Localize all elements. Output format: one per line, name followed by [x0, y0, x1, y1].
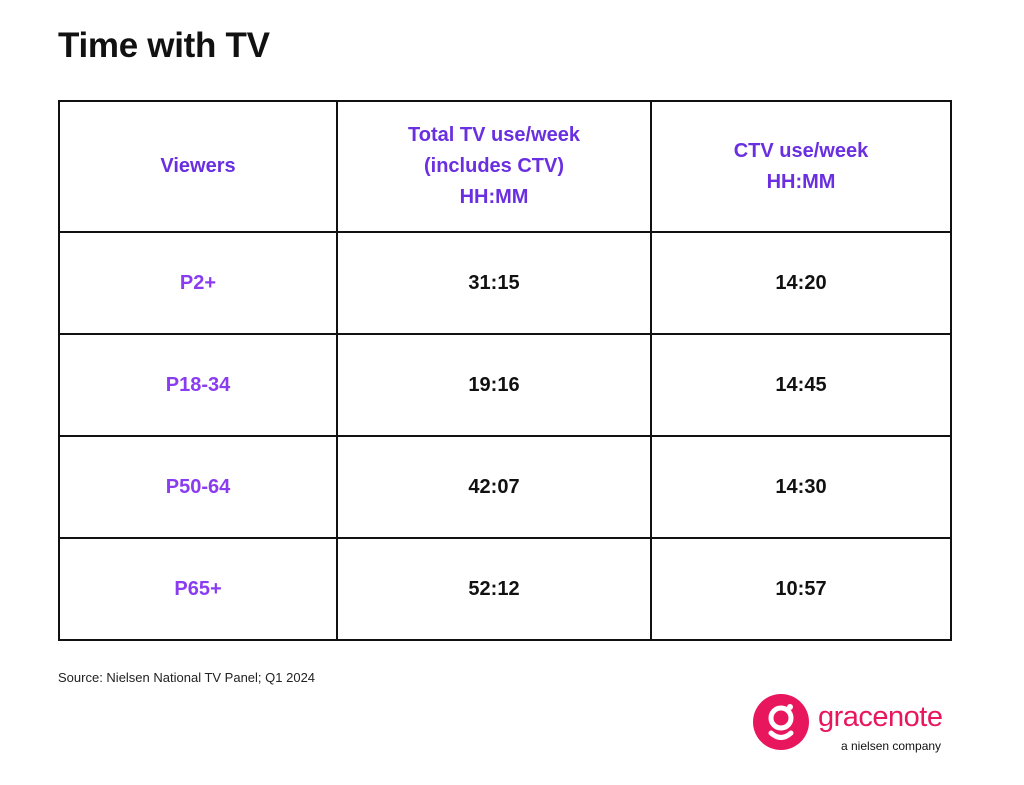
table-row: P2+ 31:15 14:20	[58, 231, 952, 335]
total-tv-cell: 52:12	[336, 537, 652, 641]
ctv-cell: 14:20	[650, 231, 952, 335]
header-total-tv-use: Total TV use/week (includes CTV) HH:MM	[336, 100, 652, 233]
table-header-row: Viewers Total TV use/week (includes CTV)…	[58, 100, 952, 233]
table-row: P18-34 19:16 14:45	[58, 333, 952, 437]
gracenote-logo: gracenote a nielsen company	[752, 693, 952, 757]
time-with-tv-table: Viewers Total TV use/week (includes CTV)…	[58, 100, 952, 641]
header-ctv-line-2: HH:MM	[766, 170, 836, 193]
ctv-cell: 14:30	[650, 435, 952, 539]
header-ctv-use: CTV use/week HH:MM	[650, 100, 952, 233]
table-row: P50-64 42:07 14:30	[58, 435, 952, 539]
total-tv-cell: 19:16	[336, 333, 652, 437]
source-note: Source: Nielsen National TV Panel; Q1 20…	[58, 670, 316, 685]
ctv-cell: 14:45	[650, 333, 952, 437]
logo-tagline: a nielsen company	[841, 739, 942, 753]
logo-wordmark: gracenote	[818, 701, 943, 733]
viewers-cell: P65+	[58, 537, 338, 641]
header-total-line-3: HH:MM	[459, 186, 529, 208]
table-row: P65+ 52:12 10:57	[58, 537, 952, 641]
total-tv-cell: 42:07	[336, 435, 652, 539]
header-viewers: Viewers	[58, 100, 338, 233]
gracenote-logo-icon	[753, 694, 809, 750]
viewers-cell: P18-34	[58, 333, 338, 437]
header-viewers-line: Viewers	[160, 155, 236, 177]
page-title: Time with TV	[58, 26, 270, 65]
header-total-line-1: Total TV use/week	[408, 124, 580, 146]
viewers-cell: P50-64	[58, 435, 338, 539]
total-tv-cell: 31:15	[336, 231, 652, 335]
header-total-line-2: (includes CTV)	[423, 155, 564, 177]
header-ctv-line-1: CTV use/week	[733, 139, 869, 162]
viewers-cell: P2+	[58, 231, 338, 335]
ctv-cell: 10:57	[650, 537, 952, 641]
